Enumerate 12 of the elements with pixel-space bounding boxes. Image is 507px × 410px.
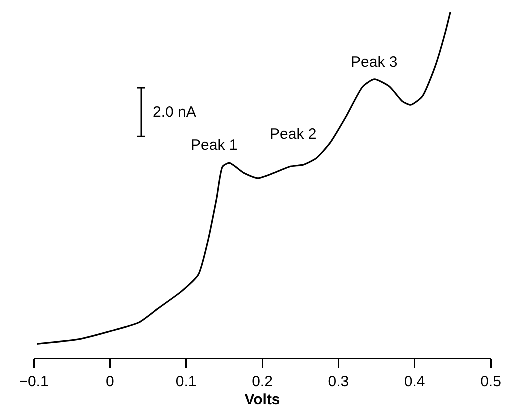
annotation: Peak 2	[270, 126, 317, 143]
x-tick-label: 0.2	[252, 374, 273, 390]
x-tick-label: 0.5	[480, 374, 502, 390]
annotation: 2.0 nA	[153, 104, 196, 121]
x-tick-label: 0.3	[328, 374, 350, 390]
x-tick-label: −0.1	[19, 374, 49, 390]
x-tick-label: 0.4	[404, 374, 426, 390]
x-tick-label: 0	[106, 374, 114, 390]
x-axis-title: Volts	[244, 391, 280, 408]
annotation: Peak 1	[191, 137, 238, 154]
x-tick-label: 0.1	[176, 374, 197, 390]
annotation: Peak 3	[351, 54, 398, 71]
